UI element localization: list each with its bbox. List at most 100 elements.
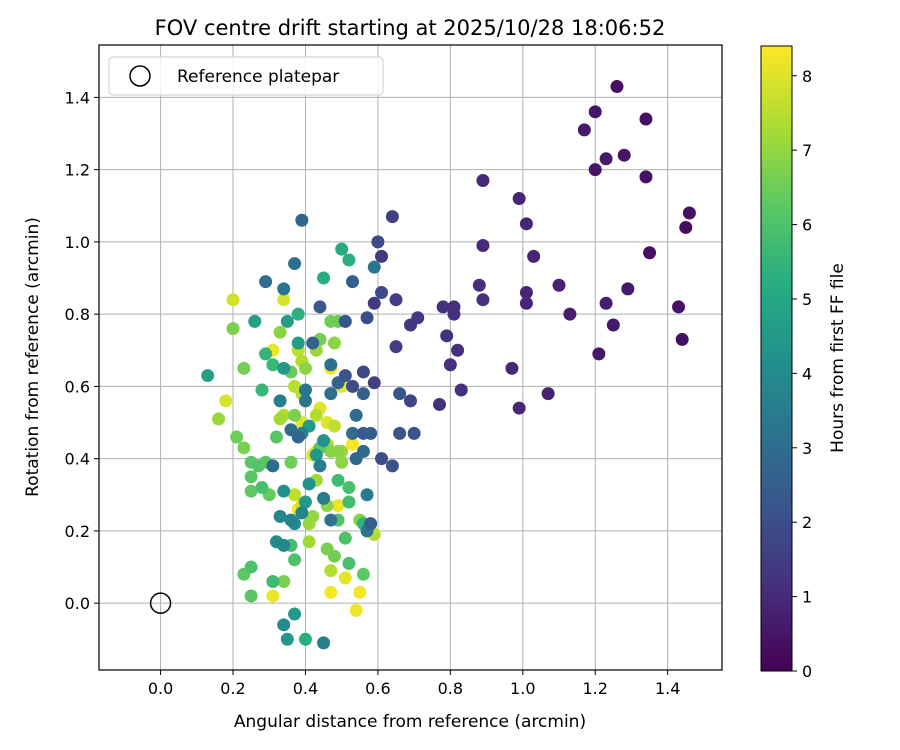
data-point (219, 394, 233, 408)
data-point (277, 282, 291, 296)
data-point (675, 332, 689, 346)
data-point (324, 564, 338, 578)
data-point (454, 383, 468, 397)
x-tick-label: 0.2 (220, 679, 245, 698)
data-point (331, 499, 345, 513)
data-point (284, 513, 298, 527)
data-point (277, 484, 291, 498)
data-point (291, 307, 305, 321)
data-point (306, 336, 320, 350)
data-point (277, 361, 291, 375)
data-point (288, 257, 302, 271)
data-point (298, 632, 312, 646)
data-point (212, 412, 226, 426)
data-point (447, 307, 461, 321)
data-point (317, 271, 331, 285)
data-point (476, 239, 490, 253)
data-point (451, 343, 465, 357)
data-point (346, 437, 360, 451)
data-point (346, 379, 360, 393)
data-point (298, 383, 312, 397)
data-point (291, 336, 305, 350)
colorbar-tick-label: 1 (802, 588, 812, 607)
x-tick-label: 0.4 (293, 679, 318, 698)
chart-title: FOV centre drift starting at 2025/10/28 … (155, 16, 666, 40)
data-point (404, 318, 417, 332)
data-point (389, 293, 403, 307)
data-point (443, 358, 457, 372)
data-point (375, 285, 389, 299)
data-point (306, 509, 320, 523)
data-point (259, 347, 273, 361)
colorbar-tick-label: 4 (802, 364, 812, 383)
x-axis-ticks: 0.0 0.2 0.4 0.6 0.8 1.0 1.2 1.4 (148, 670, 680, 698)
data-point (346, 426, 360, 440)
data-point (349, 603, 363, 617)
colorbar-tick-label: 3 (802, 439, 812, 458)
data-point (284, 455, 298, 469)
data-point (367, 296, 381, 310)
data-point (349, 452, 363, 466)
y-tick-label: 0.4 (65, 450, 90, 469)
y-tick-label: 1.0 (65, 233, 90, 252)
data-point (541, 387, 555, 401)
data-point (375, 452, 389, 466)
data-point (248, 314, 262, 328)
data-point (367, 376, 381, 390)
data-point (505, 361, 519, 375)
data-point (255, 481, 269, 495)
data-point (393, 426, 407, 440)
data-point (342, 495, 356, 509)
data-point (643, 246, 657, 260)
points-layer (201, 80, 696, 650)
data-point (679, 220, 693, 234)
legend-box (108, 56, 384, 96)
x-tick-label: 0.0 (148, 679, 173, 698)
data-point (331, 473, 345, 487)
data-point (672, 300, 686, 314)
data-point (407, 426, 421, 440)
data-point (295, 506, 309, 520)
data-point (266, 574, 280, 588)
data-point (432, 397, 446, 411)
data-point (259, 275, 273, 289)
data-point (324, 585, 338, 599)
data-point (226, 293, 240, 307)
plot-frame (98, 44, 723, 671)
data-point (364, 517, 378, 531)
legend-label: Reference platepar (177, 67, 339, 87)
data-point (367, 260, 381, 274)
data-point (298, 361, 312, 375)
y-tick-label: 0.6 (65, 377, 90, 396)
data-point (327, 419, 341, 433)
data-point (266, 589, 280, 603)
y-tick-label: 0.2 (65, 522, 90, 541)
x-axis-label: Angular distance from reference (arcmin) (234, 712, 586, 732)
data-point (353, 585, 367, 599)
colorbar-tick-label: 8 (802, 67, 812, 86)
data-point (338, 531, 352, 545)
data-point (280, 314, 294, 328)
data-point (335, 242, 349, 256)
data-point (313, 459, 327, 473)
data-point (588, 163, 602, 177)
data-point (356, 387, 370, 401)
data-point (317, 636, 331, 650)
colorbar-ticks: 0 1 2 3 4 5 6 7 8 (792, 67, 812, 681)
data-point (606, 318, 620, 332)
data-point (277, 618, 291, 632)
data-point (338, 369, 352, 383)
data-point (385, 459, 399, 473)
y-axis-label: Rotation from reference (arcmin) (23, 217, 43, 497)
data-point (527, 249, 541, 263)
data-point (512, 401, 526, 415)
y-tick-label: 0.8 (65, 305, 90, 324)
data-point (519, 285, 533, 299)
data-point (317, 491, 331, 505)
gridlines (99, 45, 722, 670)
data-point (295, 213, 309, 227)
data-point (342, 481, 356, 495)
data-point (226, 322, 240, 336)
data-point (472, 278, 486, 292)
data-point (317, 434, 331, 448)
